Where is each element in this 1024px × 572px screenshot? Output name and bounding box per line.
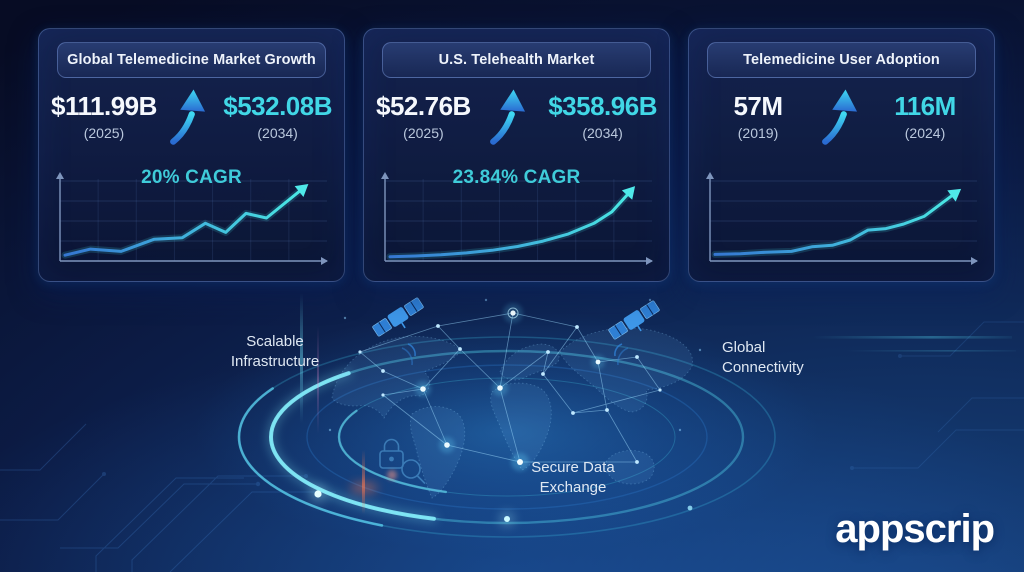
from-year: (2019): [737, 125, 779, 141]
light-streak: [812, 336, 1012, 339]
market-growth-chart: [56, 172, 328, 265]
growth-arrow-icon: [489, 89, 525, 145]
adoption-growth-chart: [706, 172, 978, 265]
values-row: $52.76B (2025) $358.96B (2034): [364, 78, 669, 147]
to-year: (2034): [257, 125, 298, 141]
to-value: $532.08B: [223, 91, 332, 121]
from-year: (2025): [83, 125, 125, 141]
to-value: 116M: [894, 91, 956, 121]
card-title-pill: Global Telemedicine Market Growth: [57, 42, 326, 78]
to-value-block: $532.08B (2034): [223, 91, 332, 141]
padlock-search-icon: [379, 438, 426, 485]
from-value: $52.76B: [376, 91, 471, 121]
appscrip-logo: appscrip: [835, 507, 995, 551]
card-us-telehealth: U.S. Telehealth Market $52.76B (2025) $3…: [363, 28, 670, 282]
satellite-icon: [608, 300, 660, 366]
card-title: Global Telemedicine Market Growth: [67, 52, 316, 68]
card-title: U.S. Telehealth Market: [438, 52, 595, 68]
to-value-block: 116M (2024): [890, 91, 960, 141]
card-title-pill: Telemedicine User Adoption: [707, 42, 976, 78]
circuit-traces: [0, 423, 336, 572]
network-nodes: [328, 298, 702, 471]
telehealth-growth-chart: [381, 172, 653, 265]
values-row: $111.99B (2025) $532.08B (2034): [39, 78, 344, 147]
from-value-block: $111.99B (2025): [51, 91, 157, 141]
circuit-traces-right: [850, 321, 1024, 470]
card-user-adoption: Telemedicine User Adoption 57M (2019) 11…: [688, 28, 995, 282]
from-year: (2025): [403, 125, 444, 141]
label-scalable-infrastructure: Scalable Infrastructure: [230, 333, 320, 370]
from-value: $111.99B: [51, 91, 157, 121]
from-value-block: 57M (2019): [723, 91, 793, 141]
from-value: 57M: [733, 91, 783, 121]
warm-glow: [350, 482, 378, 494]
stat-cards-row: Global Telemedicine Market Growth $111.9…: [38, 28, 995, 282]
cagr-label: 23.84% CAGR: [452, 167, 581, 188]
values-row: 57M (2019) 116M (2024): [689, 78, 994, 147]
from-value-block: $52.76B (2025): [376, 91, 471, 141]
light-beam-red: [362, 450, 365, 514]
network-edges: [359, 312, 661, 463]
warm-dot: [387, 470, 397, 480]
to-year: (2024): [904, 125, 946, 141]
satellite-icon: [372, 297, 424, 366]
cagr-label: 20% CAGR: [141, 167, 242, 188]
label-global-connectivity: Global Connectivity: [722, 339, 804, 376]
growth-arrow-icon: [821, 89, 857, 145]
label-secure-data-exchange: Secure Data Exchange: [531, 459, 615, 496]
to-year: (2034): [582, 125, 623, 141]
light-streak: [846, 350, 1016, 352]
card-title-pill: U.S. Telehealth Market: [382, 42, 651, 78]
to-value-block: $358.96B (2034): [548, 91, 657, 141]
card-global-market: Global Telemedicine Market Growth $111.9…: [38, 28, 345, 282]
to-value: $358.96B: [548, 91, 657, 121]
card-title: Telemedicine User Adoption: [743, 52, 940, 68]
growth-arrow-icon: [170, 89, 206, 145]
